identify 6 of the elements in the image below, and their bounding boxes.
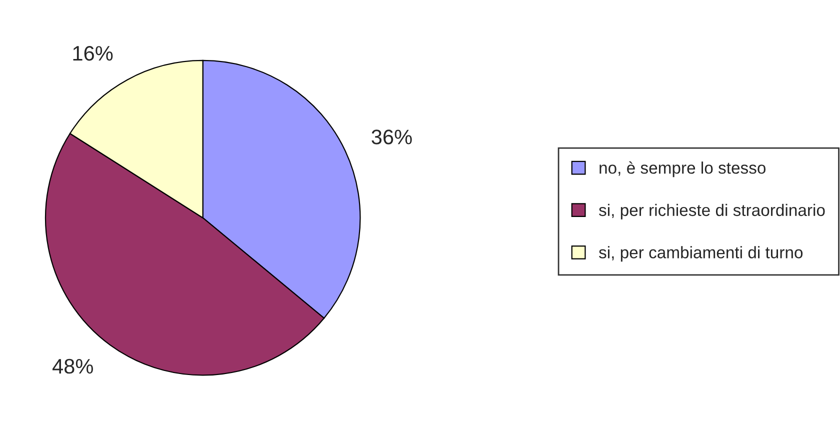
data-label: 36%	[372, 130, 412, 144]
data-label: 16%	[73, 46, 113, 61]
data-label: 48%	[52, 358, 93, 374]
legend-label: no, è sempre lo stesso	[600, 161, 766, 178]
legend-label: si, per richieste di straordinario	[598, 204, 825, 220]
legend-label: si, per cambiamenti di turno	[598, 246, 803, 262]
